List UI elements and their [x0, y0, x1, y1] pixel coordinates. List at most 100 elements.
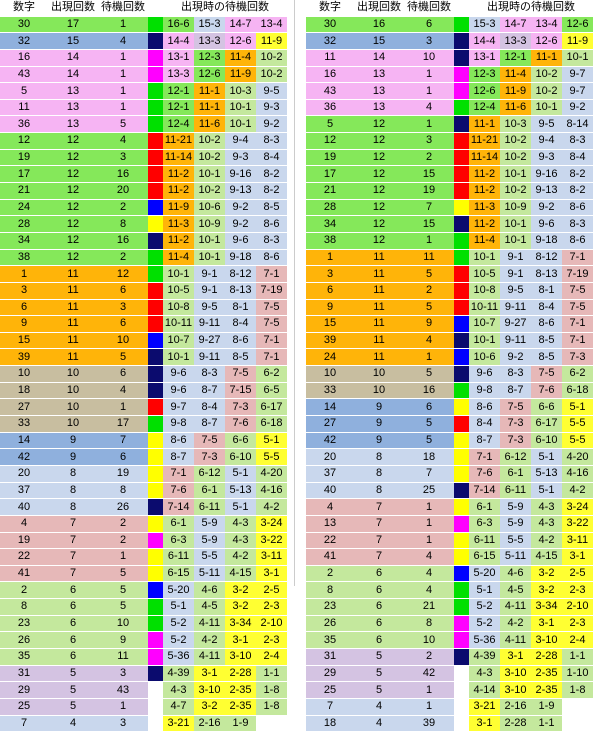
table-row: 30 17 1 16-6 15-3 14-7 13-4 — [0, 16, 287, 34]
cell-wait-count: 19 — [98, 465, 148, 483]
cell-wait-history: 1-1 — [562, 648, 593, 666]
cell-appear-count: 12 — [48, 149, 98, 167]
cell-wait-history: 8-12 — [225, 265, 256, 283]
cell-value: 11 — [373, 334, 385, 347]
cell-value: 6 — [375, 567, 383, 580]
color-swatch — [148, 16, 163, 34]
color-swatch — [454, 82, 469, 100]
cell-value: 21 — [17, 184, 31, 197]
cell-value: 5 — [326, 117, 334, 130]
color-swatch — [148, 648, 163, 666]
cell-value: 42 — [17, 450, 31, 463]
cell-wait-history: 4-6 — [500, 565, 531, 583]
cell-appear-count: 6 — [354, 615, 404, 633]
cell-value: 12 — [372, 201, 386, 213]
cell-wait-history: 11-2 — [163, 182, 194, 200]
cell-wait-history: 11-9 — [562, 32, 593, 50]
cell-number: 25 — [0, 698, 48, 716]
cell-wait-history: 7-1 — [256, 265, 287, 283]
cell-value: 4 — [20, 517, 28, 530]
cell-number: 19 — [0, 149, 48, 167]
cell-wait-history: 9-11 — [194, 315, 225, 333]
cell-wait-history: 4-3 — [531, 498, 562, 516]
cell-appear-count: 6 — [48, 598, 98, 616]
cell-number: 43 — [0, 66, 48, 84]
color-swatch — [148, 299, 163, 317]
cell-value: 19 — [17, 151, 31, 164]
color-swatch — [454, 432, 469, 450]
table-row: 7 4 1 3-21 2-16 1-9 — [306, 698, 593, 716]
cell-value: 1 — [425, 533, 433, 546]
cell-wait-history: 9-4 — [531, 132, 562, 150]
cell-wait-count: 4 — [404, 581, 454, 600]
cell-wait-history: 2-28 — [500, 715, 531, 732]
cell-value: 14 — [323, 400, 337, 413]
cell-appear-count: 11 — [48, 315, 98, 333]
cell-wait-history: 7-3 — [500, 432, 531, 450]
table-row: 5 12 1 11-1 10-3 9-5 8-14 — [306, 115, 593, 134]
table-row: 29 5 43 4-3 3-10 2-35 1-8 — [0, 681, 287, 699]
cell-value: 2 — [119, 533, 127, 546]
cell-value: 7 — [375, 533, 383, 546]
cell-value: 24 — [323, 350, 337, 363]
cell-wait-count: 1 — [404, 66, 454, 84]
cell-value: 1 — [425, 500, 433, 513]
cell-wait-history: 7-1 — [562, 315, 593, 333]
cell-value: 7 — [119, 433, 127, 446]
cell-wait-history: 7-1 — [562, 332, 593, 350]
cell-appear-count: 12 — [48, 199, 98, 217]
cell-wait-history: 8-5 — [256, 199, 287, 217]
cell-value: 5 — [119, 600, 127, 613]
cell-wait-history: 14-7 — [500, 16, 531, 34]
color-swatch — [148, 681, 163, 699]
cell-number: 26 — [306, 615, 354, 633]
cell-wait-history: 10-1 — [163, 265, 194, 283]
cell-number: 34 — [306, 215, 354, 233]
cell-wait-history: 8-6 — [469, 398, 500, 417]
table-row: 12 12 3 11-21 10-2 9-4 8-3 — [306, 132, 593, 150]
cell-wait-count: 4 — [404, 99, 454, 117]
cell-wait-history: 8-6 — [163, 432, 194, 450]
cell-value: 12 — [372, 217, 386, 230]
color-swatch — [454, 548, 469, 566]
cell-wait-history: 8-2 — [562, 182, 593, 200]
cell-wait-history: 9-6 — [531, 215, 562, 233]
cell-wait-history: 13-3 — [194, 32, 225, 50]
color-swatch — [454, 99, 469, 117]
cell-number: 23 — [306, 598, 354, 616]
cell-appear-count: 9 — [48, 448, 98, 466]
color-swatch — [148, 182, 163, 200]
cell-value: 32 — [323, 34, 337, 47]
cell-wait-history: 2-28 — [531, 648, 562, 666]
cell-wait-history: 11-1 — [531, 49, 562, 67]
table-row: 42 9 5 8-7 7-3 6-10 5-5 — [306, 432, 593, 450]
cell-value: 6 — [69, 650, 77, 663]
cell-value: 8 — [69, 500, 77, 513]
cell-value: 10 — [422, 51, 436, 64]
cell-value: 23 — [323, 600, 337, 613]
cell-value: 12 — [66, 234, 80, 247]
cell-wait-history: 5-9 — [194, 532, 225, 550]
cell-wait-history: 5-20 — [469, 565, 500, 583]
cell-value: 15 — [17, 334, 31, 347]
cell-value: 22 — [17, 550, 31, 563]
cell-value: 2 — [425, 284, 433, 297]
color-swatch — [454, 532, 469, 550]
cell-value: 9 — [375, 400, 383, 413]
cell-wait-count: 10 — [98, 615, 148, 633]
cell-wait-history: 9-16 — [225, 165, 256, 184]
table-row: 5 13 1 12-1 11-1 10-3 9-5 — [0, 82, 287, 100]
table-row: 2 6 5 5-20 4-6 3-2 2-5 — [0, 581, 287, 600]
color-swatch — [454, 465, 469, 483]
cell-wait-count: 10 — [404, 631, 454, 649]
cell-wait-history: 8-13 — [531, 265, 562, 283]
table-row: 9 11 6 10-11 9-11 8-4 7-5 — [0, 315, 287, 333]
cell-wait-history: 8-5 — [225, 348, 256, 367]
cell-number: 40 — [0, 498, 48, 516]
table-row: 10 10 6 9-6 8-3 7-5 6-2 — [0, 365, 287, 383]
cell-wait-history: 9-5 — [531, 115, 562, 134]
cell-wait-history: 6-11 — [194, 498, 225, 516]
color-swatch — [454, 32, 469, 50]
cell-value: 12 — [66, 167, 80, 180]
cell-wait-history: 9-3 — [225, 149, 256, 167]
